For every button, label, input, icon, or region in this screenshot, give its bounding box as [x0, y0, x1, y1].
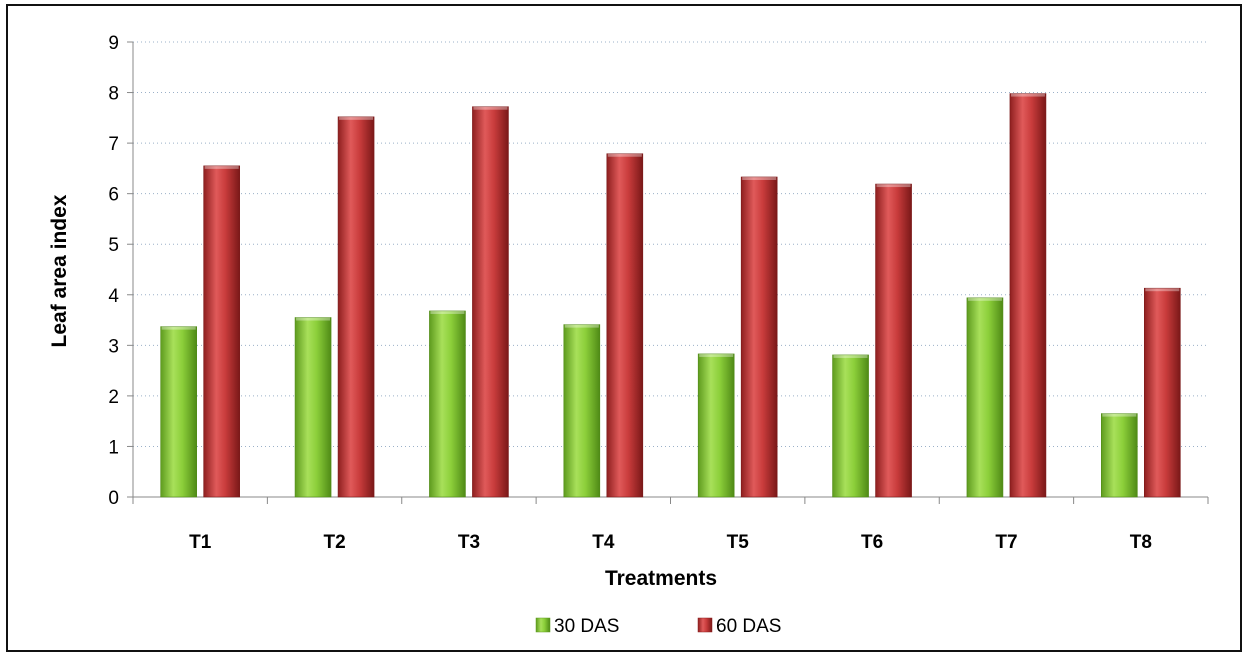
gridlines: [133, 41, 1208, 447]
x-category-label: T8: [1130, 532, 1152, 553]
y-tick-label: 2: [108, 387, 119, 408]
legend-swatch-60-das: [697, 617, 713, 633]
x-category-label: T6: [861, 532, 883, 553]
x-category-label: T4: [592, 532, 615, 553]
x-category-label: T1: [189, 532, 212, 553]
bar-highlight: [607, 153, 642, 157]
y-tick-label: 9: [108, 33, 119, 54]
bar-t5-30-das: [697, 353, 735, 498]
bar-t6-30-das: [832, 354, 869, 498]
y-tick-label: 8: [108, 84, 119, 105]
bar-t1-30-das: [160, 326, 197, 498]
axis-labels: 0 1 2 3 4 5 6 7 8 9 T1 T2 T3 T4 T5 T6 T7 T8: [108, 33, 1151, 553]
x-category-label: T7: [995, 532, 1017, 553]
bar-highlight: [564, 324, 599, 328]
bar-t5-60-das: [740, 176, 778, 498]
x-axis-title: Treatments: [605, 567, 717, 590]
bar-t7-30-das: [966, 297, 1004, 498]
bar-t4-60-das: [606, 153, 644, 498]
bar-highlight: [876, 184, 911, 188]
bar-t7-60-das: [1009, 93, 1047, 498]
bar-highlight: [296, 317, 331, 321]
bar-highlight: [742, 176, 777, 180]
bar-highlight: [339, 116, 374, 120]
bar-highlight: [430, 310, 465, 314]
bar-t4-30-das: [563, 324, 601, 498]
bars: [160, 93, 1181, 498]
bar-t8-30-das: [1101, 413, 1138, 498]
legend-swatch-30-das: [535, 617, 551, 633]
bar-highlight: [473, 106, 508, 110]
bar-t3-30-das: [429, 310, 466, 498]
y-axis-title: Leaf area index: [48, 194, 71, 347]
bar-highlight: [204, 165, 239, 169]
legend-label-60-das: 60 DAS: [716, 616, 781, 637]
bar-highlight: [699, 353, 734, 357]
y-tick-label: 1: [108, 437, 119, 458]
bar-highlight: [161, 326, 196, 330]
bar-t1-60-das: [203, 165, 240, 498]
bar-highlight: [967, 297, 1002, 301]
y-tick-label: 6: [108, 185, 119, 206]
y-tick-label: 7: [108, 134, 119, 155]
legend-label-30-das: 30 DAS: [554, 616, 619, 637]
bar-highlight: [1145, 288, 1180, 292]
bar-t8-60-das: [1144, 287, 1181, 498]
bar-highlight: [1010, 93, 1045, 97]
bar-highlight: [833, 354, 868, 358]
legend: 30 DAS 60 DAS: [535, 616, 781, 637]
bar-highlight: [1102, 413, 1137, 417]
bar-t6-60-das: [875, 183, 912, 498]
bar-t2-30-das: [294, 317, 332, 498]
x-category-label: T2: [323, 532, 345, 553]
x-category-label: T3: [458, 532, 480, 553]
y-tick-label: 5: [108, 235, 119, 256]
bar-t3-60-das: [472, 106, 509, 498]
y-tick-label: 4: [108, 286, 119, 307]
x-category-label: T5: [727, 532, 750, 553]
bar-t2-60-das: [337, 116, 375, 498]
y-tick-label: 3: [108, 336, 119, 357]
y-tick-label: 0: [108, 488, 119, 509]
